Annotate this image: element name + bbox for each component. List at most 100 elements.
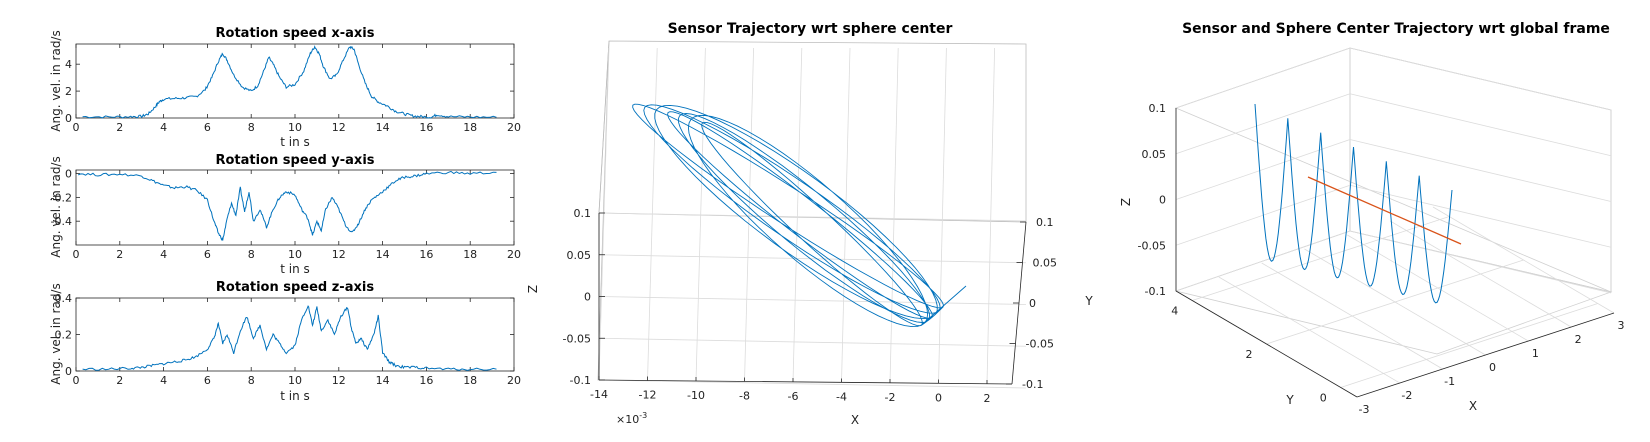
x-tick-label: 6 (204, 121, 211, 134)
sphere-center-trajectory-line (1307, 176, 1462, 245)
y-axis-speed-ticks: 0 2 4 6 8 10 12 14 16 18 20 0 -0.2 -0.4 (51, 168, 521, 261)
y-tick-label: 0 (65, 168, 72, 181)
x-axis-speed-panel: Rotation speed x-axis 0 2 4 6 8 10 12 14 16 18 20 0… (49, 26, 521, 149)
x-tick-label: 0 (1489, 361, 1496, 374)
x-tick-label: -12 (639, 389, 657, 402)
y-tick-label: -0.05 (1026, 338, 1054, 351)
sensor-trajectory-x-exponent: ×10-3 (616, 411, 647, 426)
grid-line (1175, 93, 1351, 155)
x-tick-label: -3 (1359, 403, 1370, 416)
grid-line (598, 254, 1027, 264)
x-tick-label: 2 (1575, 333, 1582, 346)
grid-line (695, 47, 706, 382)
z-tick-label: -0.05 (563, 332, 591, 345)
x-tick-label: 10 (288, 121, 302, 134)
x-tick-label: 20 (507, 248, 521, 261)
x-tick-label: -10 (687, 389, 705, 402)
x-tick-label: 0 (73, 248, 80, 261)
sensor-trajectory-zlabel: Z (526, 285, 540, 293)
x-tick-label: 3 (1618, 319, 1625, 332)
grid-line (1349, 184, 1612, 248)
global-trajectory-right-wall (1349, 47, 1612, 293)
y-tick-label: 0 (65, 112, 72, 125)
global-trajectory-back-frame (1174, 47, 1612, 293)
x-tick-label: 18 (463, 248, 477, 261)
x-axis-speed-xlabel: t in s (280, 135, 310, 149)
x-tick-label: -6 (788, 390, 799, 403)
x-tick-label: 10 (288, 374, 302, 387)
x-tick-label: 12 (332, 374, 346, 387)
global-trajectory-ticks: 0.1 0.05 0 -0.05 -0.1 -3 -2 -1 0 1 2 3 0 2 4 (1138, 102, 1625, 416)
z-tick-label: 0.1 (1149, 102, 1167, 115)
y-axis-speed-ylabel: Ang. vel. in rad/s (49, 156, 63, 257)
global-trajectory-x-axis (1356, 312, 1615, 398)
x-tick-label: -2 (885, 391, 896, 404)
z-tick-label: 0 (584, 291, 591, 304)
x-tick-label: 20 (507, 374, 521, 387)
global-trajectory-ylabel: Y (1285, 393, 1294, 407)
x-tick-label: 16 (419, 374, 433, 387)
sensor-trajectory-ylabel: Y (1084, 294, 1093, 308)
grid-line (1175, 230, 1351, 292)
x-tick-label: 6 (204, 248, 211, 261)
grid-line (986, 47, 995, 385)
grid-line (1340, 303, 1598, 388)
x-tick-label: -2 (1401, 389, 1412, 402)
sensor-trajectory-xlabel: X (851, 413, 859, 427)
x-tick-label: 2 (984, 392, 991, 405)
x-tick-label: 14 (376, 121, 390, 134)
y-axis-speed-panel: Rotation speed y-axis 0 2 4 6 8 10 12 14 16 18 200… (49, 153, 521, 276)
grid-line (1192, 216, 1450, 301)
grid-line (1349, 93, 1612, 157)
x-tick-label: 8 (248, 374, 255, 387)
grid-line (598, 47, 610, 381)
z-tick-label: 0.1 (574, 207, 592, 220)
grid-line (938, 47, 947, 384)
global-trajectory-xlabel: X (1469, 399, 1477, 413)
x-axis-speed-title: Rotation speed x-axis (216, 26, 375, 41)
x-tick-label: 4 (160, 374, 167, 387)
z-tick-label: 0 (1159, 194, 1166, 207)
x-tick-label: 2 (116, 248, 123, 261)
y-tick-label: 0 (65, 365, 72, 378)
z-tick-label: -0.1 (1145, 285, 1166, 298)
grid-line (841, 47, 851, 383)
sensor-global-trajectory-line (1254, 103, 1453, 304)
x-tick-label: 10 (288, 248, 302, 261)
grid-line (1175, 47, 1351, 109)
y-tick-label: -0.2 (51, 191, 72, 204)
sensor-trajectory-grid (598, 47, 1027, 389)
x-tick-label: 0 (935, 392, 942, 405)
x-tick-label: -1 (1444, 375, 1455, 388)
z-axis-speed-ticks: 0 2 4 6 8 10 12 14 16 18 20 0 0.2 0.4 (55, 292, 522, 387)
sensor-trajectory-title: Sensor Trajectory wrt sphere center (668, 21, 953, 37)
x-tick-label: 4 (160, 248, 167, 261)
global-trajectory-zlabel: Z (1119, 198, 1133, 206)
x-tick-label: -8 (739, 390, 750, 403)
x-tick-label: 16 (419, 121, 433, 134)
grid-line (598, 212, 1027, 222)
y-tick-label: 2 (65, 85, 72, 98)
sensor-trajectory-back-wall (598, 40, 1027, 223)
grid-line (1349, 139, 1612, 202)
global-trajectory-y-axis (1175, 290, 1358, 398)
z-axis-speed-plot-area (75, 297, 515, 372)
x-tick-label: 18 (463, 374, 477, 387)
x-tick-label: 14 (376, 374, 390, 387)
z-tick-label: -0.1 (570, 374, 591, 387)
x-tick-label: 4 (160, 121, 167, 134)
grid-line (744, 47, 754, 382)
x-tick-label: 0 (73, 374, 80, 387)
x-tick-label: 8 (248, 248, 255, 261)
sensor-trajectory-line (632, 103, 967, 328)
grid-line (1266, 259, 1524, 345)
x-axis-speed-ylabel: Ang. vel. in rad/s (49, 30, 63, 131)
x-tick-label: 2 (116, 121, 123, 134)
y-axis-speed-line (78, 170, 497, 241)
y-tick-label: 0.05 (1033, 257, 1058, 270)
y-tick-label: 0.1 (1036, 216, 1054, 229)
z-axis-speed-panel: Rotation speed z-axis 0 2 4 6 8 10 12 14 16 18 200… (49, 280, 521, 403)
y-axis-speed-plot-area (75, 169, 515, 246)
grid-line (598, 337, 1027, 347)
sensor-trajectory-3d-panel: Sensor Trajectory wrt sphere center -14-… (526, 21, 1093, 427)
